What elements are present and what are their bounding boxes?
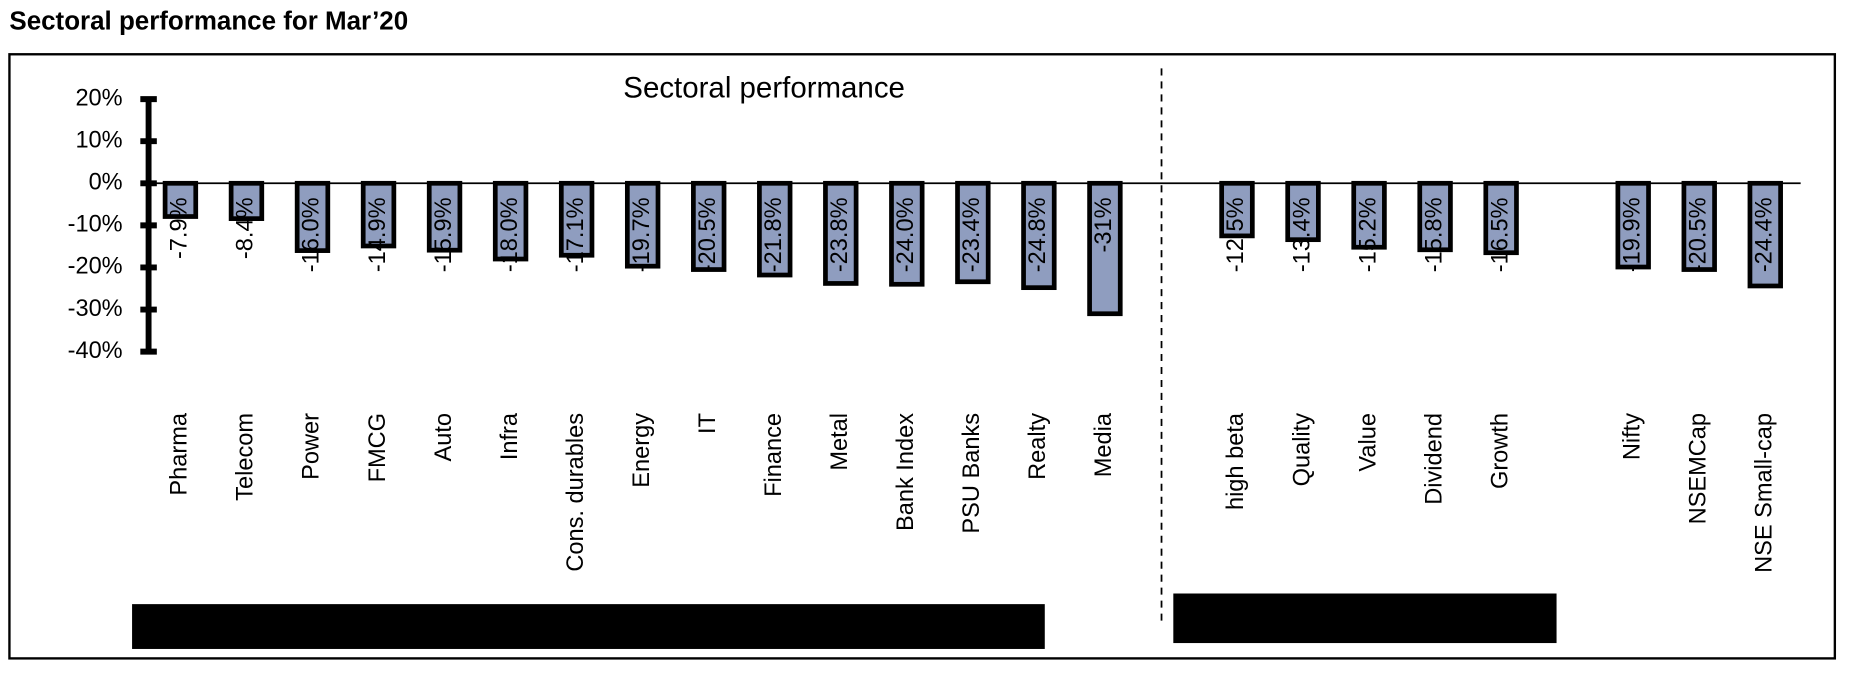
value-label: -20.5% <box>1684 197 1710 272</box>
bar <box>1351 180 1387 250</box>
value-label: -19.9% <box>1618 197 1644 272</box>
y-tick-label: -30% <box>68 295 123 321</box>
chart-frame <box>8 53 1837 660</box>
bar <box>558 180 595 258</box>
bar <box>360 180 397 249</box>
x-tick-label: Nifty <box>1618 413 1644 460</box>
bar <box>294 180 331 253</box>
value-label: -18.0% <box>496 197 522 272</box>
value-label: -24.8% <box>1024 197 1050 272</box>
bar <box>1285 180 1321 243</box>
bar <box>823 180 859 286</box>
bar <box>757 180 793 278</box>
value-label: -15.8% <box>1420 197 1446 272</box>
value-label: -14.9% <box>364 197 390 272</box>
bar <box>1483 180 1519 256</box>
value-label: -17.1% <box>562 197 588 272</box>
bar <box>1681 180 1717 272</box>
x-tick-label: Energy <box>628 413 654 488</box>
bar <box>1615 180 1651 270</box>
bar <box>1021 180 1057 291</box>
x-tick-label: Power <box>298 413 324 480</box>
x-tick-label: FMCG <box>364 413 390 482</box>
value-label: -23.4% <box>958 197 984 272</box>
bar <box>492 180 529 262</box>
x-tick-label: Value <box>1354 413 1380 472</box>
x-tick-label: PSU Banks <box>958 413 984 534</box>
value-label: -31% <box>1090 197 1116 252</box>
value-label: -15.9% <box>430 197 456 272</box>
bar <box>1087 180 1123 317</box>
x-tick-label: Pharma <box>166 412 192 495</box>
x-tick-label: Dividend <box>1420 413 1446 505</box>
value-label: -20.5% <box>694 197 720 272</box>
y-tick-label: -20% <box>68 253 123 279</box>
value-label: -16.0% <box>298 197 324 272</box>
y-tick-label: 20% <box>75 84 122 110</box>
x-tick-label: Cons. durables <box>562 413 588 572</box>
x-tick-label: NSE Small-cap <box>1751 413 1777 573</box>
bar <box>228 180 265 221</box>
bar <box>1417 180 1453 253</box>
y-tick-label: 10% <box>75 126 122 152</box>
bar <box>162 180 199 219</box>
x-tick-label: IT <box>694 413 720 434</box>
bar <box>624 180 661 269</box>
x-tick-label: Media <box>1090 412 1116 477</box>
value-label: -8.4% <box>232 197 258 259</box>
x-tick-label: Bank Index <box>892 413 918 531</box>
bar <box>889 180 925 287</box>
value-label: -15.2% <box>1354 197 1380 272</box>
x-tick-label: high beta <box>1222 412 1248 510</box>
bar <box>691 180 727 272</box>
value-label: -23.8% <box>826 197 852 272</box>
value-label: -19.7% <box>628 197 654 272</box>
x-tick-label: Quality <box>1288 413 1314 487</box>
bar <box>426 180 463 253</box>
y-tick-label: -10% <box>68 211 123 237</box>
redaction <box>132 604 1045 649</box>
y-tick-label: -40% <box>68 337 123 363</box>
bar <box>1219 180 1255 239</box>
value-label: -7.9% <box>166 197 192 259</box>
x-tick-label: Metal <box>826 413 852 471</box>
value-label: -24.4% <box>1751 197 1777 272</box>
value-label: -13.4% <box>1288 197 1314 272</box>
y-tick-label: 0% <box>89 169 123 195</box>
x-tick-label: Telecom <box>232 413 258 501</box>
bar <box>955 180 991 285</box>
x-tick-label: Growth <box>1486 413 1512 489</box>
page-title: Sectoral performance for Mar’20 <box>9 7 408 35</box>
plot-area: 20% 10% 0% -10% -20% -30% -40% -7.9% Pharma -8.4%… <box>68 84 1801 573</box>
value-label: -24.0% <box>892 197 918 272</box>
x-tick-label: Realty <box>1024 413 1050 480</box>
redaction <box>1173 593 1557 644</box>
chart-title: Sectoral performance <box>623 71 905 104</box>
value-label: -16.5% <box>1486 197 1512 272</box>
value-label: -21.8% <box>760 197 786 272</box>
x-tick-label: NSEMCap <box>1684 413 1710 524</box>
x-tick-label: Auto <box>430 413 456 462</box>
bar <box>1747 180 1783 289</box>
x-tick-label: Infra <box>496 412 522 460</box>
x-tick-label: Finance <box>760 413 786 497</box>
value-label: -12.5% <box>1222 197 1248 272</box>
